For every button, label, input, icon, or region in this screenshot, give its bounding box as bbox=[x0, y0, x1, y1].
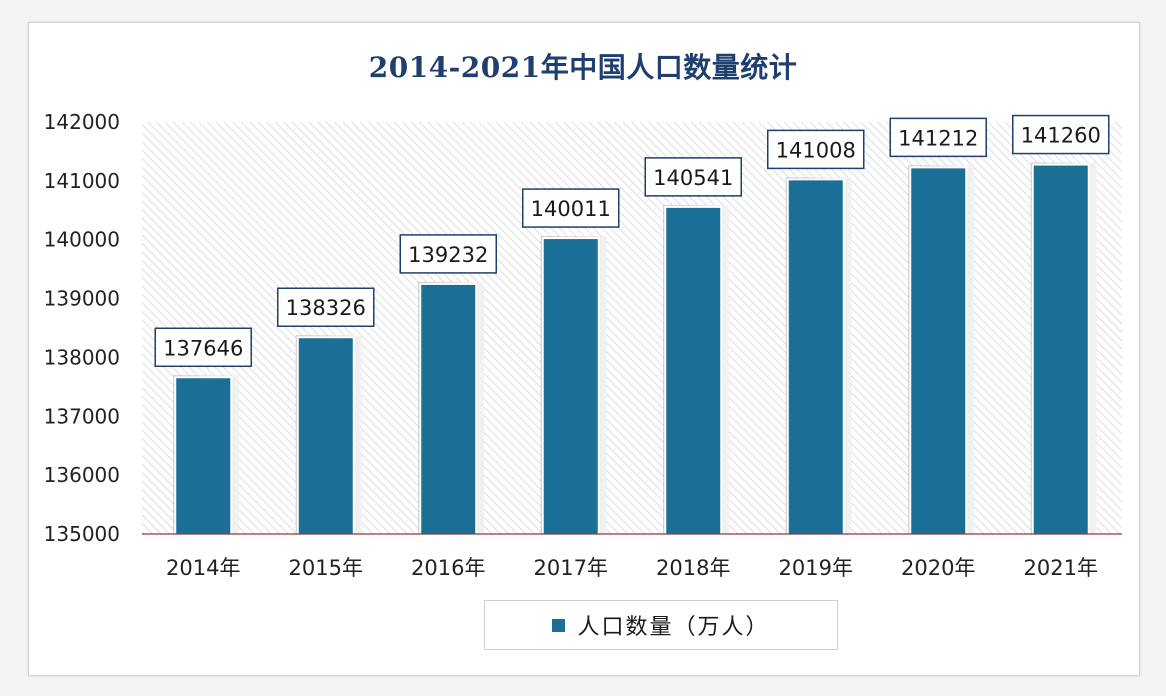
data-label-box bbox=[399, 234, 497, 274]
bar bbox=[1033, 165, 1088, 534]
data-label: 137646 bbox=[163, 336, 243, 360]
bar bbox=[543, 239, 598, 534]
data-label: 141212 bbox=[898, 126, 978, 150]
data-labels-group: 137646 138326 139232 140011 140541 141008 1412… bbox=[154, 114, 1110, 368]
legend: 人口数量（万人） bbox=[484, 600, 838, 650]
x-tick-label: 2014年 bbox=[166, 556, 240, 580]
legend-swatch bbox=[552, 618, 566, 632]
x-tick-label: 2016年 bbox=[411, 556, 485, 580]
chart-title: 2014-2021年中国人口数量统计 bbox=[368, 51, 798, 84]
x-tick-label: 2019年 bbox=[779, 556, 853, 580]
data-label-box bbox=[767, 129, 865, 170]
data-label-box bbox=[889, 117, 987, 158]
bar bbox=[666, 207, 721, 535]
plot-background bbox=[142, 122, 1122, 534]
data-label: 139232 bbox=[408, 243, 488, 267]
legend-label: 人口数量（万人） bbox=[577, 615, 770, 640]
y-tick-label: 141000 bbox=[44, 169, 120, 193]
bar bbox=[788, 180, 843, 534]
y-axis: 135000 136000 137000 138000 139000 140000 1410… bbox=[44, 110, 120, 546]
x-tick-label: 2015年 bbox=[289, 556, 363, 580]
data-label: 140011 bbox=[531, 197, 611, 221]
x-axis: 2014年 2015年 2016年 2017年 2018年 2019年 2020年 2021年 bbox=[142, 533, 1122, 580]
y-tick-label: 135000 bbox=[44, 522, 120, 546]
data-label: 141008 bbox=[776, 138, 856, 162]
data-label-box bbox=[1012, 114, 1110, 155]
bars-group bbox=[173, 162, 1097, 535]
bar bbox=[911, 168, 966, 534]
x-tick-label: 2018年 bbox=[656, 556, 730, 580]
data-label: 140541 bbox=[653, 166, 733, 190]
bar bbox=[176, 378, 231, 534]
data-label-box bbox=[644, 157, 742, 197]
y-tick-label: 138000 bbox=[44, 345, 120, 369]
data-label: 141260 bbox=[1021, 124, 1101, 148]
x-tick-label: 2017年 bbox=[534, 556, 608, 580]
data-label-box bbox=[522, 188, 620, 228]
y-tick-label: 139000 bbox=[44, 287, 120, 311]
x-tick-label: 2020年 bbox=[901, 556, 975, 580]
y-tick-label: 142000 bbox=[44, 110, 120, 134]
x-tick-label: 2021年 bbox=[1024, 556, 1098, 580]
data-label-box bbox=[277, 287, 375, 327]
data-label-box bbox=[154, 327, 252, 368]
data-label: 138326 bbox=[286, 296, 366, 320]
y-tick-label: 136000 bbox=[44, 463, 120, 487]
y-tick-label: 137000 bbox=[44, 404, 120, 428]
y-tick-label: 140000 bbox=[44, 228, 120, 252]
plot-hatch bbox=[142, 122, 1122, 534]
bar bbox=[421, 284, 476, 534]
bar bbox=[298, 338, 353, 534]
